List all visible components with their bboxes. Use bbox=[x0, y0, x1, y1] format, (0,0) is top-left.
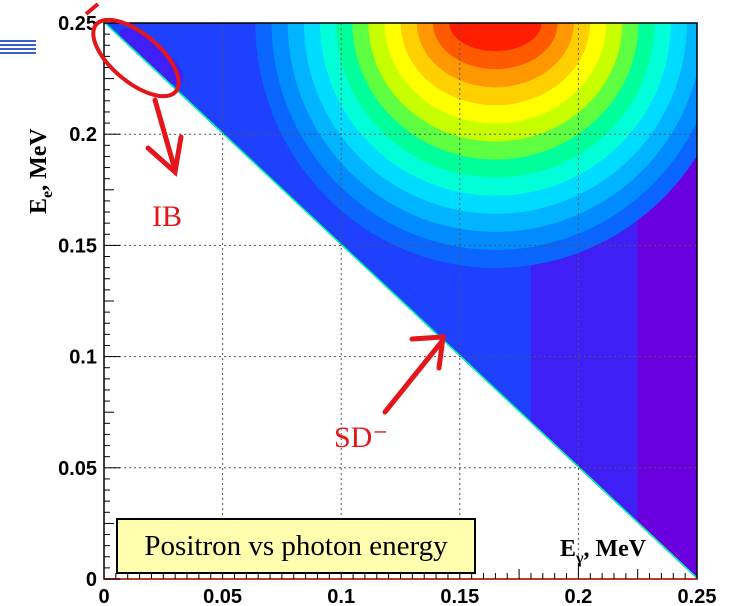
x-tick-label: 0.25 bbox=[678, 586, 717, 606]
caption-box: Positron vs photon energy bbox=[116, 518, 476, 574]
grid bbox=[104, 23, 697, 579]
contour-band bbox=[449, 23, 542, 52]
x-axis-title: Eγ, MeV bbox=[560, 536, 647, 567]
contour-band bbox=[433, 23, 558, 70]
top-left-red-mark bbox=[84, 2, 100, 16]
x-tick-label: 0.2 bbox=[564, 586, 592, 606]
y-tick-label: 0.25 bbox=[58, 13, 97, 35]
annotation-sd: SD⁻ bbox=[334, 421, 388, 454]
annotation-ib: IB bbox=[152, 200, 182, 233]
y-tick-label: 0 bbox=[86, 569, 97, 591]
x-tick-label: 0.15 bbox=[440, 586, 479, 606]
x-tick-label: 0.05 bbox=[203, 586, 242, 606]
y-axis-title: Ee, MeV bbox=[26, 128, 56, 214]
y-tick-label: 0.15 bbox=[58, 235, 97, 257]
tick-labels: 0 0.05 0.1 0.15 0.2 0.25 0 0.05 0.1 0.15 0.2 0.25 bbox=[58, 13, 716, 606]
axis-ticks bbox=[103, 22, 698, 580]
ib-highlight-ellipse bbox=[91, 17, 181, 99]
sd-arrow bbox=[382, 334, 446, 415]
y-tick-label: 0.2 bbox=[69, 124, 97, 146]
y-tick-label: 0.1 bbox=[69, 347, 97, 369]
ib-region bbox=[119, 28, 184, 85]
kinematic-edge bbox=[104, 23, 697, 579]
heatmap-field bbox=[104, 23, 697, 579]
y-tick-label: 0.05 bbox=[58, 458, 97, 480]
ib-arrow bbox=[145, 97, 184, 177]
x-tick-label: 0.1 bbox=[327, 586, 355, 606]
decorative-bars bbox=[0, 40, 36, 56]
x-tick-label: 0 bbox=[98, 586, 109, 606]
